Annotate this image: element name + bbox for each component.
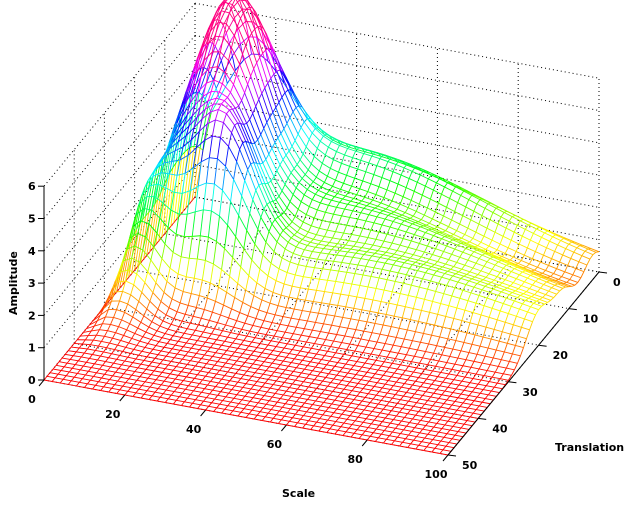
- z-tick-label: 6: [28, 180, 36, 193]
- y-tick-label: 50: [462, 459, 478, 472]
- x-tick-label: 60: [267, 438, 283, 451]
- x-tick-label: 80: [348, 453, 364, 466]
- x-axis-label: Scale: [282, 487, 315, 500]
- z-tick-label: 1: [28, 342, 36, 355]
- z-tick-label: 2: [28, 309, 36, 322]
- z-tick-label: 3: [28, 277, 36, 290]
- z-tick-label: 4: [28, 245, 36, 258]
- x-tick-label: 40: [186, 423, 202, 436]
- z-tick-label: 5: [28, 213, 36, 226]
- y-tick-label: 30: [522, 386, 538, 399]
- y-axis-label: Translation: [555, 441, 624, 454]
- x-tick-label: 0: [28, 393, 36, 406]
- y-tick-label: 10: [583, 313, 599, 326]
- surface-mesh: [43, 0, 600, 456]
- x-tick-label: 100: [425, 468, 448, 481]
- y-tick-label: 20: [553, 349, 569, 362]
- z-tick-label: 0: [28, 374, 36, 387]
- y-tick-label: 40: [492, 422, 508, 435]
- y-tick-label: 0: [613, 276, 621, 289]
- x-tick-label: 20: [105, 408, 121, 421]
- z-axis-label: Amplitude: [7, 251, 20, 315]
